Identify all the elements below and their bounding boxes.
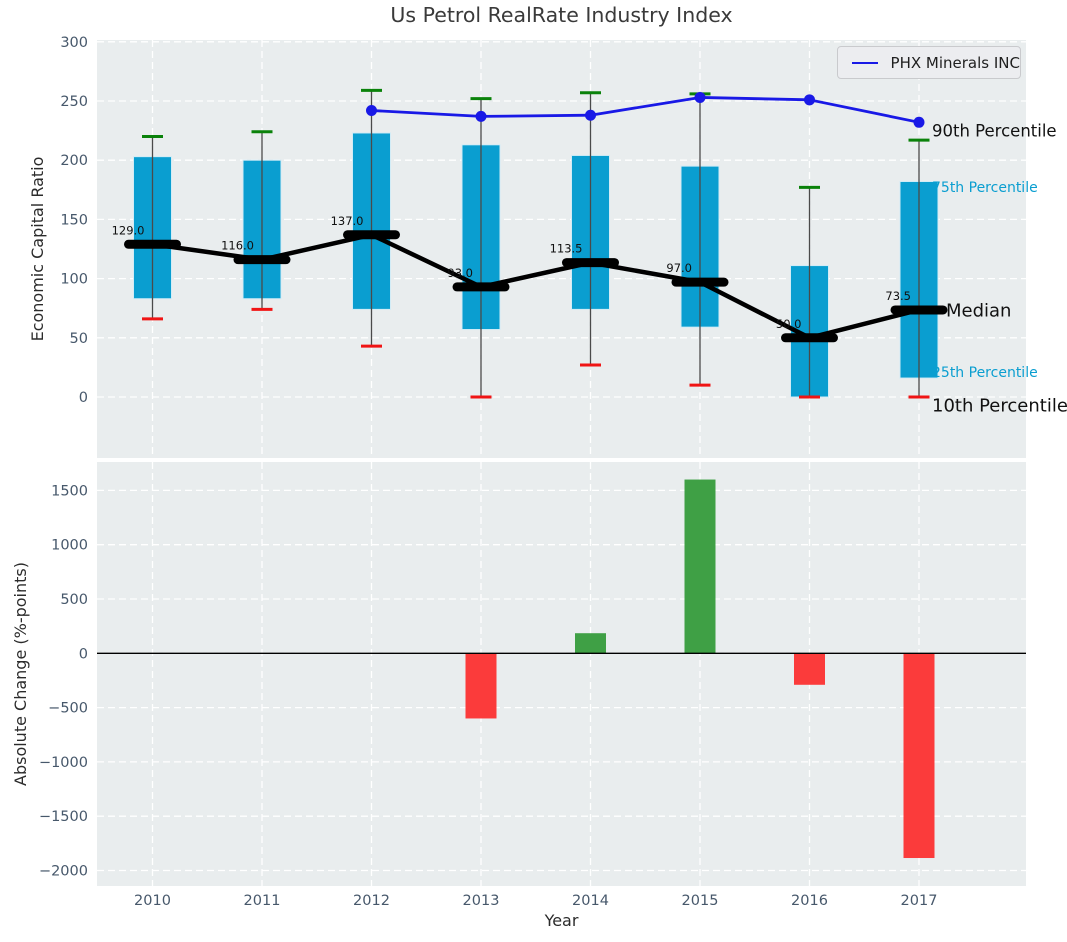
candle-2011	[242, 130, 282, 311]
phx-marker-2016	[804, 94, 815, 106]
svg-text:2011: 2011	[244, 893, 281, 909]
x-axis-label: Year	[544, 911, 579, 930]
change-bar-2015	[684, 479, 716, 654]
svg-text:500: 500	[60, 592, 88, 608]
median-value-2011: 116.0	[221, 239, 254, 253]
phx-marker-2015	[694, 91, 706, 103]
svg-text:300: 300	[60, 35, 88, 51]
phx-markers	[366, 91, 925, 128]
phx-marker-2012	[366, 104, 377, 116]
svg-text:2012: 2012	[353, 893, 390, 909]
svg-text:1000: 1000	[51, 538, 88, 554]
svg-text:−500: −500	[48, 701, 88, 717]
svg-text:150: 150	[60, 212, 88, 228]
median-value-2013: 93.0	[447, 266, 473, 280]
candle-2010	[133, 135, 172, 321]
median-value-2014: 113.5	[550, 242, 583, 256]
svg-text:2013: 2013	[463, 893, 500, 909]
svg-text:0: 0	[79, 390, 88, 406]
annotation-10th-percentile: 10th Percentile	[932, 395, 1067, 417]
svg-text:−1500: −1500	[39, 809, 88, 825]
svg-text:2014: 2014	[572, 893, 609, 909]
phx-marker-2013	[475, 110, 487, 122]
legend-line-swatch	[852, 61, 878, 64]
legend-label: PHX Minerals INC	[890, 53, 1020, 72]
median-value-2016: 50.0	[776, 317, 802, 331]
percentile-candles	[133, 88, 939, 399]
annotation-75th-percentile: 75th Percentile	[932, 180, 1038, 196]
phx-marker-2014	[585, 109, 596, 121]
bottom-plot-background	[97, 462, 1026, 886]
candle-2017	[899, 138, 939, 399]
svg-text:200: 200	[60, 153, 88, 169]
svg-text:100: 100	[60, 272, 88, 288]
median-markers	[124, 230, 948, 343]
svg-text:2015: 2015	[682, 893, 719, 909]
bottom-y-axis-label: Absolute Change (%-points)	[11, 562, 30, 786]
svg-text:−1000: −1000	[39, 755, 88, 771]
median-value-2017: 73.5	[885, 289, 911, 303]
chart-title: Us Petrol RealRate Industry Index	[390, 3, 733, 27]
change-bar-2017	[903, 653, 935, 859]
svg-text:2010: 2010	[134, 893, 171, 909]
annotation-90th-percentile: 90th Percentile	[932, 121, 1057, 141]
phx-marker-2017	[913, 116, 925, 128]
annotation-median: Median	[946, 300, 1012, 322]
change-bars	[465, 479, 935, 859]
candle-2015	[680, 92, 720, 387]
svg-text:2017: 2017	[901, 893, 938, 909]
tick-labels: 0 50 100 150 200 250 300 −2000 −1500 −1000 −500 0 50…	[39, 35, 938, 909]
candle-2012	[352, 88, 391, 348]
change-bar-2014	[575, 633, 606, 654]
top-y-axis-label: Economic Capital Ratio	[28, 156, 47, 342]
median-value-2015: 97.0	[666, 261, 692, 275]
svg-text:50: 50	[70, 331, 88, 347]
legend: PHX Minerals INC	[837, 46, 1021, 79]
annotation-25th-percentile: 25th Percentile	[932, 365, 1038, 381]
change-bar-2013	[465, 653, 497, 719]
svg-text:−2000: −2000	[39, 864, 88, 880]
svg-text:1500: 1500	[51, 483, 88, 499]
median-value-2010: 129.0	[112, 223, 145, 237]
phx-line	[371, 96, 920, 124]
candle-2013	[461, 97, 501, 399]
median-value-2012: 137.0	[331, 214, 364, 228]
change-bar-2016	[794, 653, 825, 685]
svg-text:2016: 2016	[791, 893, 828, 909]
median-value-labels: 129.0 116.0 137.0 93.0 113.5 97.0 50.0 73.5	[112, 214, 911, 331]
candle-2014	[571, 91, 610, 367]
svg-text:250: 250	[60, 94, 88, 110]
svg-text:0: 0	[79, 646, 88, 662]
